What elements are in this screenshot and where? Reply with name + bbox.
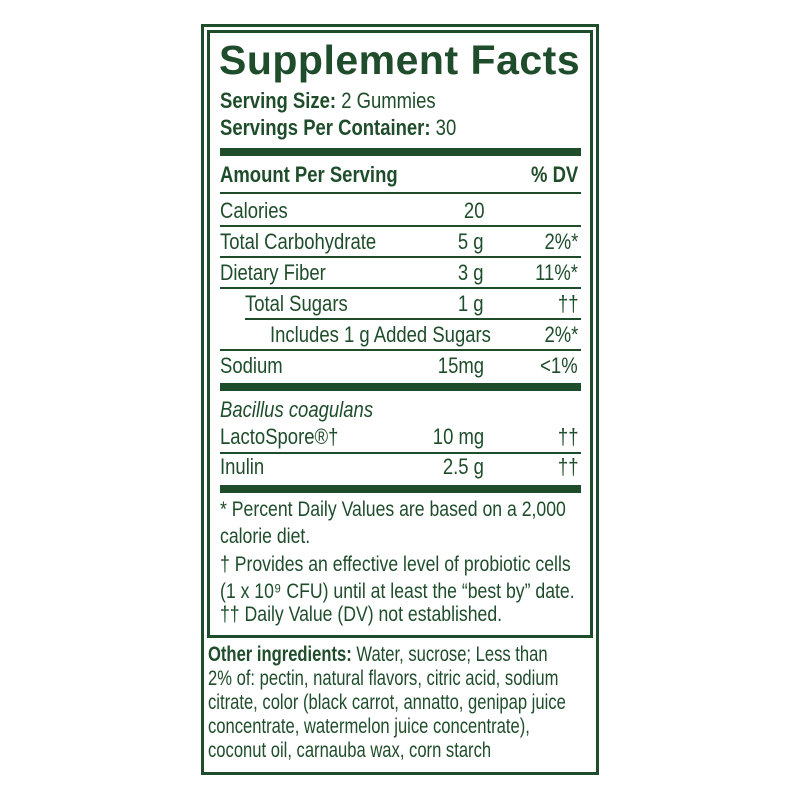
ingredients-line: concentrate, watermelon juice concentrat… — [208, 715, 530, 738]
row-label: Includes 1 g Added Sugars — [270, 322, 491, 347]
servings-label: Servings Per Container: — [220, 115, 431, 140]
servings-per-container: Servings Per Container: 30 — [220, 116, 456, 140]
row-amount: 15mg — [437, 353, 484, 378]
dv-header: % DV — [530, 162, 578, 187]
footnote: † Provides an effective level of probiot… — [220, 553, 571, 576]
ingredients-line: coconut oil, carnauba wax, corn starch — [208, 739, 492, 762]
ingredients-text: Water, sucrose; Less than — [351, 643, 548, 666]
divider — [245, 318, 581, 320]
footnote: calorie diet. — [220, 525, 311, 548]
row-dv: 2%* — [544, 322, 578, 347]
serving-size-label: Serving Size: — [220, 88, 337, 113]
divider-thick — [220, 383, 581, 391]
row-dv: <1% — [540, 353, 578, 378]
divider — [220, 287, 581, 289]
ingredients-line: citrate, color (black carrot, annatto, g… — [208, 691, 566, 714]
divider — [220, 192, 581, 194]
probiotic-label: LactoSpore®† — [220, 424, 339, 449]
ingredients-line: Other ingredients: Water, sucrose; Less … — [208, 643, 548, 667]
inulin-amount: 2.5 g — [442, 454, 484, 479]
divider — [220, 225, 581, 227]
row-label: Calories — [220, 198, 288, 223]
probiotic-amount: 10 mg — [432, 424, 484, 449]
probiotic-species: Bacillus coagulans — [220, 397, 374, 422]
probiotic-dv: †† — [557, 424, 578, 449]
amount-header: Amount Per Serving — [220, 162, 398, 187]
divider — [220, 452, 581, 454]
serving-size-value: 2 Gummies — [341, 88, 436, 113]
divider-thick — [220, 148, 581, 156]
row-label: Dietary Fiber — [220, 260, 326, 285]
row-amount: 3 g — [458, 260, 484, 285]
row-amount: 5 g — [458, 229, 484, 254]
facts-panel-border — [207, 30, 593, 638]
row-label: Total Carbohydrate — [220, 229, 377, 254]
row-dv: 11%* — [535, 260, 578, 285]
row-amount: 20 — [463, 198, 484, 223]
footnote: * Percent Daily Values are based on a 2,… — [220, 498, 566, 521]
serving-size: Serving Size: 2 Gummies — [220, 89, 436, 113]
divider-thick — [220, 485, 581, 493]
row-dv: 2%* — [544, 229, 578, 254]
row-dv: †† — [557, 291, 578, 316]
servings-value: 30 — [435, 115, 457, 140]
row-amount: 1 g — [458, 291, 484, 316]
inulin-dv: †† — [557, 454, 578, 479]
ingredients-label: Other ingredients: — [208, 643, 352, 666]
panel-title: Supplement Facts — [219, 37, 581, 83]
label-outer-border — [201, 24, 599, 775]
ingredients-line: 2% of: pectin, natural flavors, citric a… — [208, 667, 559, 690]
row-label: Sodium — [220, 353, 283, 378]
divider — [220, 256, 581, 258]
footnote: (1 x 10⁹ CFU) until at least the “best b… — [220, 580, 575, 603]
row-label: Total Sugars — [245, 291, 348, 316]
footnote: †† Daily Value (DV) not established. — [220, 603, 503, 626]
inulin-label: Inulin — [220, 454, 265, 479]
divider — [220, 349, 581, 351]
